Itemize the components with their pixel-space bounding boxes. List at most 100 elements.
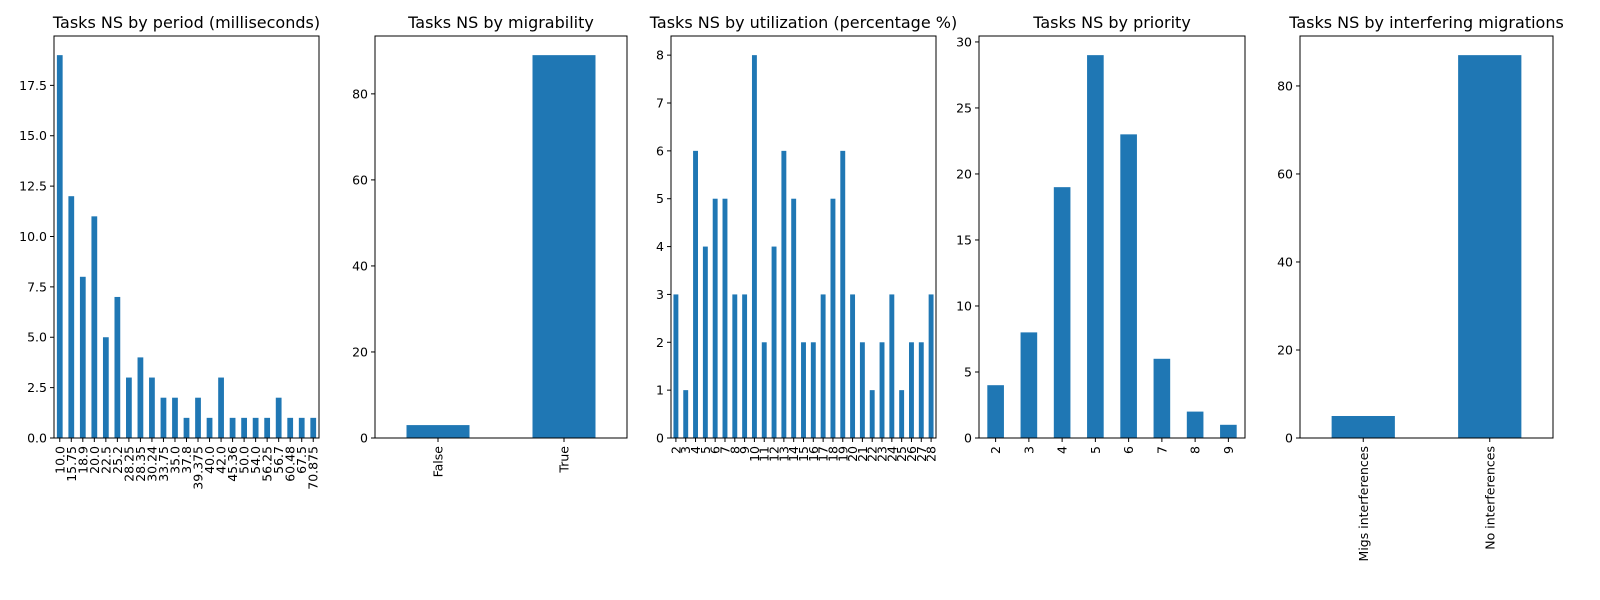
bar [149, 377, 155, 438]
y-tick-label: 2.5 [27, 380, 47, 395]
bar [879, 342, 885, 438]
x-tick-label: 3 [678, 446, 693, 454]
chart-title: Tasks NS by migrability [407, 13, 594, 32]
bar [830, 198, 836, 438]
y-tick-label: 40 [352, 258, 368, 273]
y-tick-label: 15 [956, 232, 972, 247]
x-tick-label: 23 [875, 446, 890, 462]
x-tick-label: 24 [884, 446, 899, 462]
bar [810, 342, 816, 438]
x-tick-label: 22 [865, 446, 880, 462]
bar [889, 294, 895, 438]
bar [702, 246, 708, 438]
bar [761, 342, 767, 438]
x-tick-label: True [557, 446, 572, 474]
y-tick-label: 25 [956, 100, 972, 115]
x-tick-label: 20.0 [87, 446, 102, 474]
chart-title: Tasks NS by utilization (percentage %) [649, 13, 957, 32]
y-tick-label: 80 [1277, 78, 1293, 93]
bar [781, 150, 787, 438]
x-tick-label: 12 [767, 446, 782, 462]
bar [791, 198, 797, 438]
x-tick-label: 11 [757, 446, 772, 462]
chart-title: Tasks NS by interfering migrations [1288, 13, 1564, 32]
y-tick-label: 0 [1285, 431, 1293, 446]
x-tick-label: 35.0 [167, 446, 182, 474]
bar [850, 294, 856, 438]
bar [909, 342, 914, 438]
y-tick-label: 7.5 [27, 279, 47, 294]
y-tick-label: 12.5 [19, 179, 47, 194]
x-tick-label: 56.7 [271, 446, 286, 474]
bar [287, 417, 294, 438]
x-tick-label: 60.48 [283, 446, 298, 482]
bar [693, 150, 698, 438]
y-tick-label: 20 [1277, 342, 1293, 357]
bar [928, 294, 934, 438]
x-tick-label: 15 [796, 446, 811, 462]
x-tick-label: 21 [855, 446, 870, 462]
x-tick-label: 25.2 [110, 446, 125, 474]
y-tick-label: 15.0 [19, 128, 47, 143]
x-tick-label: 56.25 [260, 446, 275, 482]
bar [114, 296, 121, 438]
axes-frame [374, 35, 628, 439]
chart-1: Tasks NS by period (milliseconds) 0.0 2.5 5… [19, 13, 321, 490]
bar [68, 196, 75, 438]
y-tick-label: 5 [656, 191, 664, 206]
bar [1458, 55, 1522, 439]
y-tick-label: 20 [352, 344, 368, 359]
y-tick-label: 8 [656, 48, 664, 63]
bar [102, 337, 109, 438]
bar [869, 390, 875, 438]
x-tick-label: 7 [1154, 446, 1169, 454]
y-tick-label: 0 [360, 431, 368, 446]
x-tick-label: 7 [717, 446, 732, 454]
x-tick-label: 42.0 [214, 446, 229, 474]
x-tick-label: 50.0 [237, 446, 252, 474]
x-tick-label: 6 [1121, 446, 1136, 454]
y-tick-label: 0.0 [27, 431, 47, 446]
x-tick-label: 4 [688, 446, 703, 454]
bar [264, 417, 271, 438]
x-tick-label: 18 [825, 446, 840, 462]
bar [859, 342, 865, 438]
x-tick-label: No interferences [1482, 446, 1497, 550]
y-tick-label: 60 [352, 172, 368, 187]
y-tick-label: 5 [964, 364, 972, 379]
bar [252, 417, 259, 438]
x-tick-label: 6 [708, 446, 723, 454]
y-tick-label: 7 [656, 96, 664, 111]
bar [310, 417, 317, 438]
bar [183, 417, 190, 438]
x-tick-label: 25 [894, 446, 909, 462]
x-tick-label: Migs interferences [1356, 446, 1371, 561]
x-tick-label: 10.0 [52, 446, 67, 474]
x-tick-label: 28.25 [121, 446, 136, 482]
x-tick-label: 30.24 [144, 446, 159, 482]
x-tick-label: 2 [668, 446, 683, 454]
x-tick-label: 16 [806, 446, 821, 462]
bar [801, 342, 806, 438]
bar [732, 294, 738, 438]
y-tick-label: 4 [656, 239, 664, 254]
bar [1331, 415, 1395, 438]
bar [987, 385, 1004, 438]
x-tick-label: 33.75 [156, 446, 171, 482]
chart-3: Tasks NS by utilization (percentage %) 0 1… [649, 13, 957, 462]
chart-5: Tasks NS by interfering migrations 0 20 40 6… [1277, 13, 1564, 561]
y-tick-label: 20 [956, 166, 972, 181]
axes-frame [978, 35, 1246, 439]
bar [91, 216, 98, 438]
bar [840, 150, 846, 438]
chart-title: Tasks NS by priority [1032, 13, 1191, 32]
x-tick-label: 39.375 [191, 446, 206, 490]
y-tick-label: 80 [352, 86, 368, 101]
bar [1220, 424, 1237, 438]
x-tick-label: 17 [816, 446, 831, 462]
bar [722, 198, 728, 438]
x-tick-label: 28.35 [133, 446, 148, 482]
bar [79, 276, 86, 438]
bar [56, 55, 63, 439]
